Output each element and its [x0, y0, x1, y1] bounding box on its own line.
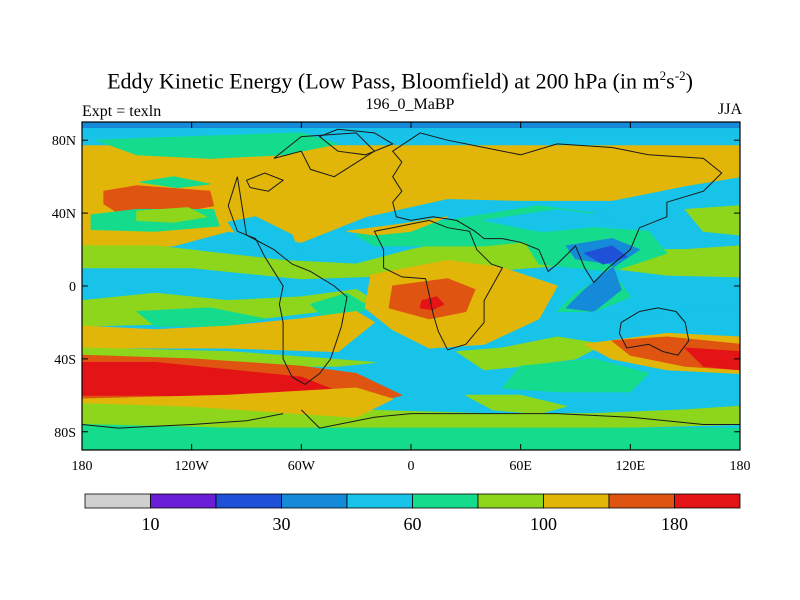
contour-region-26	[82, 424, 740, 450]
coastline-2	[227, 176, 348, 385]
colorbar-box-9	[674, 493, 741, 509]
coastlines	[82, 128, 740, 429]
contour-region-29	[465, 394, 567, 415]
map-axes: 180 120W 60W 0 60E 120E 180 80N 40N 0 40S 80S	[52, 122, 751, 474]
contour-region-3	[140, 176, 211, 189]
coastline-1	[245, 172, 285, 192]
contour-region-5	[136, 207, 207, 223]
y-tick-label-0: 80N	[52, 134, 76, 149]
contour-region-20	[419, 296, 445, 311]
coastline-3	[318, 128, 394, 156]
season-label: JJA	[717, 101, 742, 118]
experiment-label: Expt = texln	[82, 103, 162, 120]
contour-region-32	[684, 347, 740, 371]
colorbar-label-4: 180	[661, 514, 688, 534]
colorbar: 10 30 60 100 180	[84, 493, 741, 534]
colorbar-box-7	[543, 493, 610, 509]
contour-region-27	[456, 336, 604, 371]
coastline-8	[82, 413, 284, 429]
title-sup-1: 2	[659, 68, 667, 83]
contour-region-28	[501, 358, 650, 393]
coastline-0	[273, 132, 376, 178]
colorbar-label-2: 60	[404, 514, 422, 534]
plot-title: Eddy Kinetic Energy (Low Pass, Bloomfiel…	[0, 68, 800, 94]
colorbar-box-8	[608, 493, 675, 509]
x-tick-label-3: 0	[408, 459, 415, 474]
colorbar-box-3	[281, 493, 348, 509]
y-tick-label-1: 40N	[52, 207, 76, 222]
coastline-5	[373, 219, 504, 351]
contour-region-17	[82, 311, 375, 353]
x-tick-label-5: 120E	[616, 459, 646, 474]
y-tick-label-3: 40S	[54, 353, 76, 368]
y-tick-label-2: 0	[69, 280, 76, 295]
contour-region-2	[96, 132, 339, 159]
colorbar-label-1: 30	[273, 514, 291, 534]
colorbar-box-5	[412, 493, 479, 509]
coastline-4	[391, 132, 723, 284]
map-plot-area	[81, 121, 741, 451]
colorbar-box-1	[150, 493, 217, 509]
contour-region-6	[227, 216, 302, 269]
contour-region-25	[82, 387, 394, 418]
title-prefix: Eddy Kinetic Energy (Low Pass, Bloomfiel…	[107, 68, 660, 94]
x-tick-label-6: 180	[730, 459, 751, 474]
contour-region-12	[584, 245, 628, 265]
colorbar-label-0: 10	[142, 514, 160, 534]
x-tick-label-0: 180	[72, 459, 93, 474]
plot-subtitle: 196_0_MaBP	[365, 96, 455, 113]
x-tick-label-1: 120W	[175, 459, 210, 474]
contour-region-15	[136, 307, 266, 327]
colorbar-label-3: 100	[530, 514, 557, 534]
title-suffix: )	[685, 68, 693, 94]
colorbar-box-4	[346, 493, 413, 509]
x-tick-label-2: 60W	[288, 459, 316, 474]
colorbar-box-6	[477, 493, 544, 509]
title-sup-2: -2	[674, 68, 686, 83]
coastline-6	[618, 307, 690, 356]
contour-region-13	[593, 303, 740, 342]
contour-region-9	[483, 209, 613, 232]
colorbar-box-0	[84, 493, 151, 509]
x-tick-label-4: 60E	[509, 459, 532, 474]
y-tick-label-4: 80S	[54, 426, 76, 441]
colorbar-box-2	[215, 493, 282, 509]
coastline-7	[300, 409, 740, 429]
title-mid: s	[666, 68, 675, 94]
contour-region-34	[684, 205, 740, 236]
